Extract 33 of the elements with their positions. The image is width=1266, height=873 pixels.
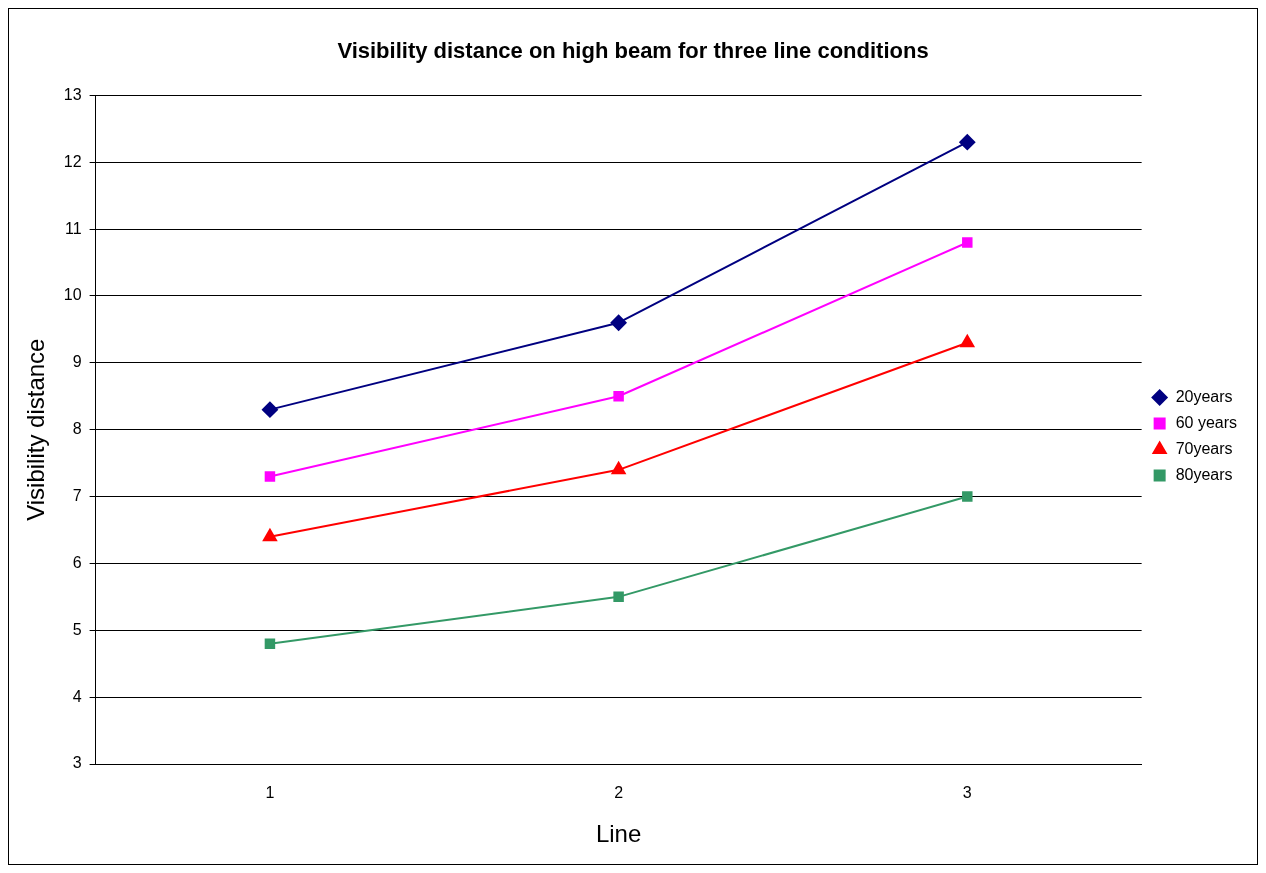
y-tick-label: 4 <box>72 687 82 705</box>
y-axis-title: Visibility distance <box>22 338 50 521</box>
point <box>261 401 278 418</box>
y-tick-label: 13 <box>63 85 82 103</box>
point <box>613 591 624 603</box>
x-tick-label: 3 <box>962 784 972 802</box>
point <box>962 237 973 248</box>
legend-label: 80years <box>1175 465 1233 483</box>
legend-label: 70years <box>1175 439 1233 457</box>
point <box>962 491 973 502</box>
y-tick-label: 5 <box>72 620 82 638</box>
legend-label: 60 years <box>1175 413 1238 431</box>
point <box>610 314 627 331</box>
point <box>264 471 276 482</box>
point <box>611 461 626 475</box>
x-tick-label: 1 <box>265 784 275 802</box>
y-tick-label: 8 <box>72 420 82 438</box>
point <box>262 528 277 542</box>
chart-title: Visibility distance on high beam for three line conditions <box>337 38 929 64</box>
point <box>264 638 276 649</box>
legend-label: 20years <box>1175 387 1233 405</box>
y-tick-label: 3 <box>72 754 82 772</box>
y-tick-label: 9 <box>72 353 82 371</box>
y-tick-label: 6 <box>72 553 82 571</box>
x-tick-label: 2 <box>614 784 624 802</box>
point <box>959 134 976 151</box>
y-tick-label: 10 <box>63 286 82 304</box>
point <box>613 391 624 402</box>
x-axis-title: Line <box>595 820 642 848</box>
y-tick-label: 12 <box>63 152 82 170</box>
y-tick-label: 11 <box>64 219 82 237</box>
point <box>960 334 975 348</box>
y-tick-label: 7 <box>72 486 82 504</box>
